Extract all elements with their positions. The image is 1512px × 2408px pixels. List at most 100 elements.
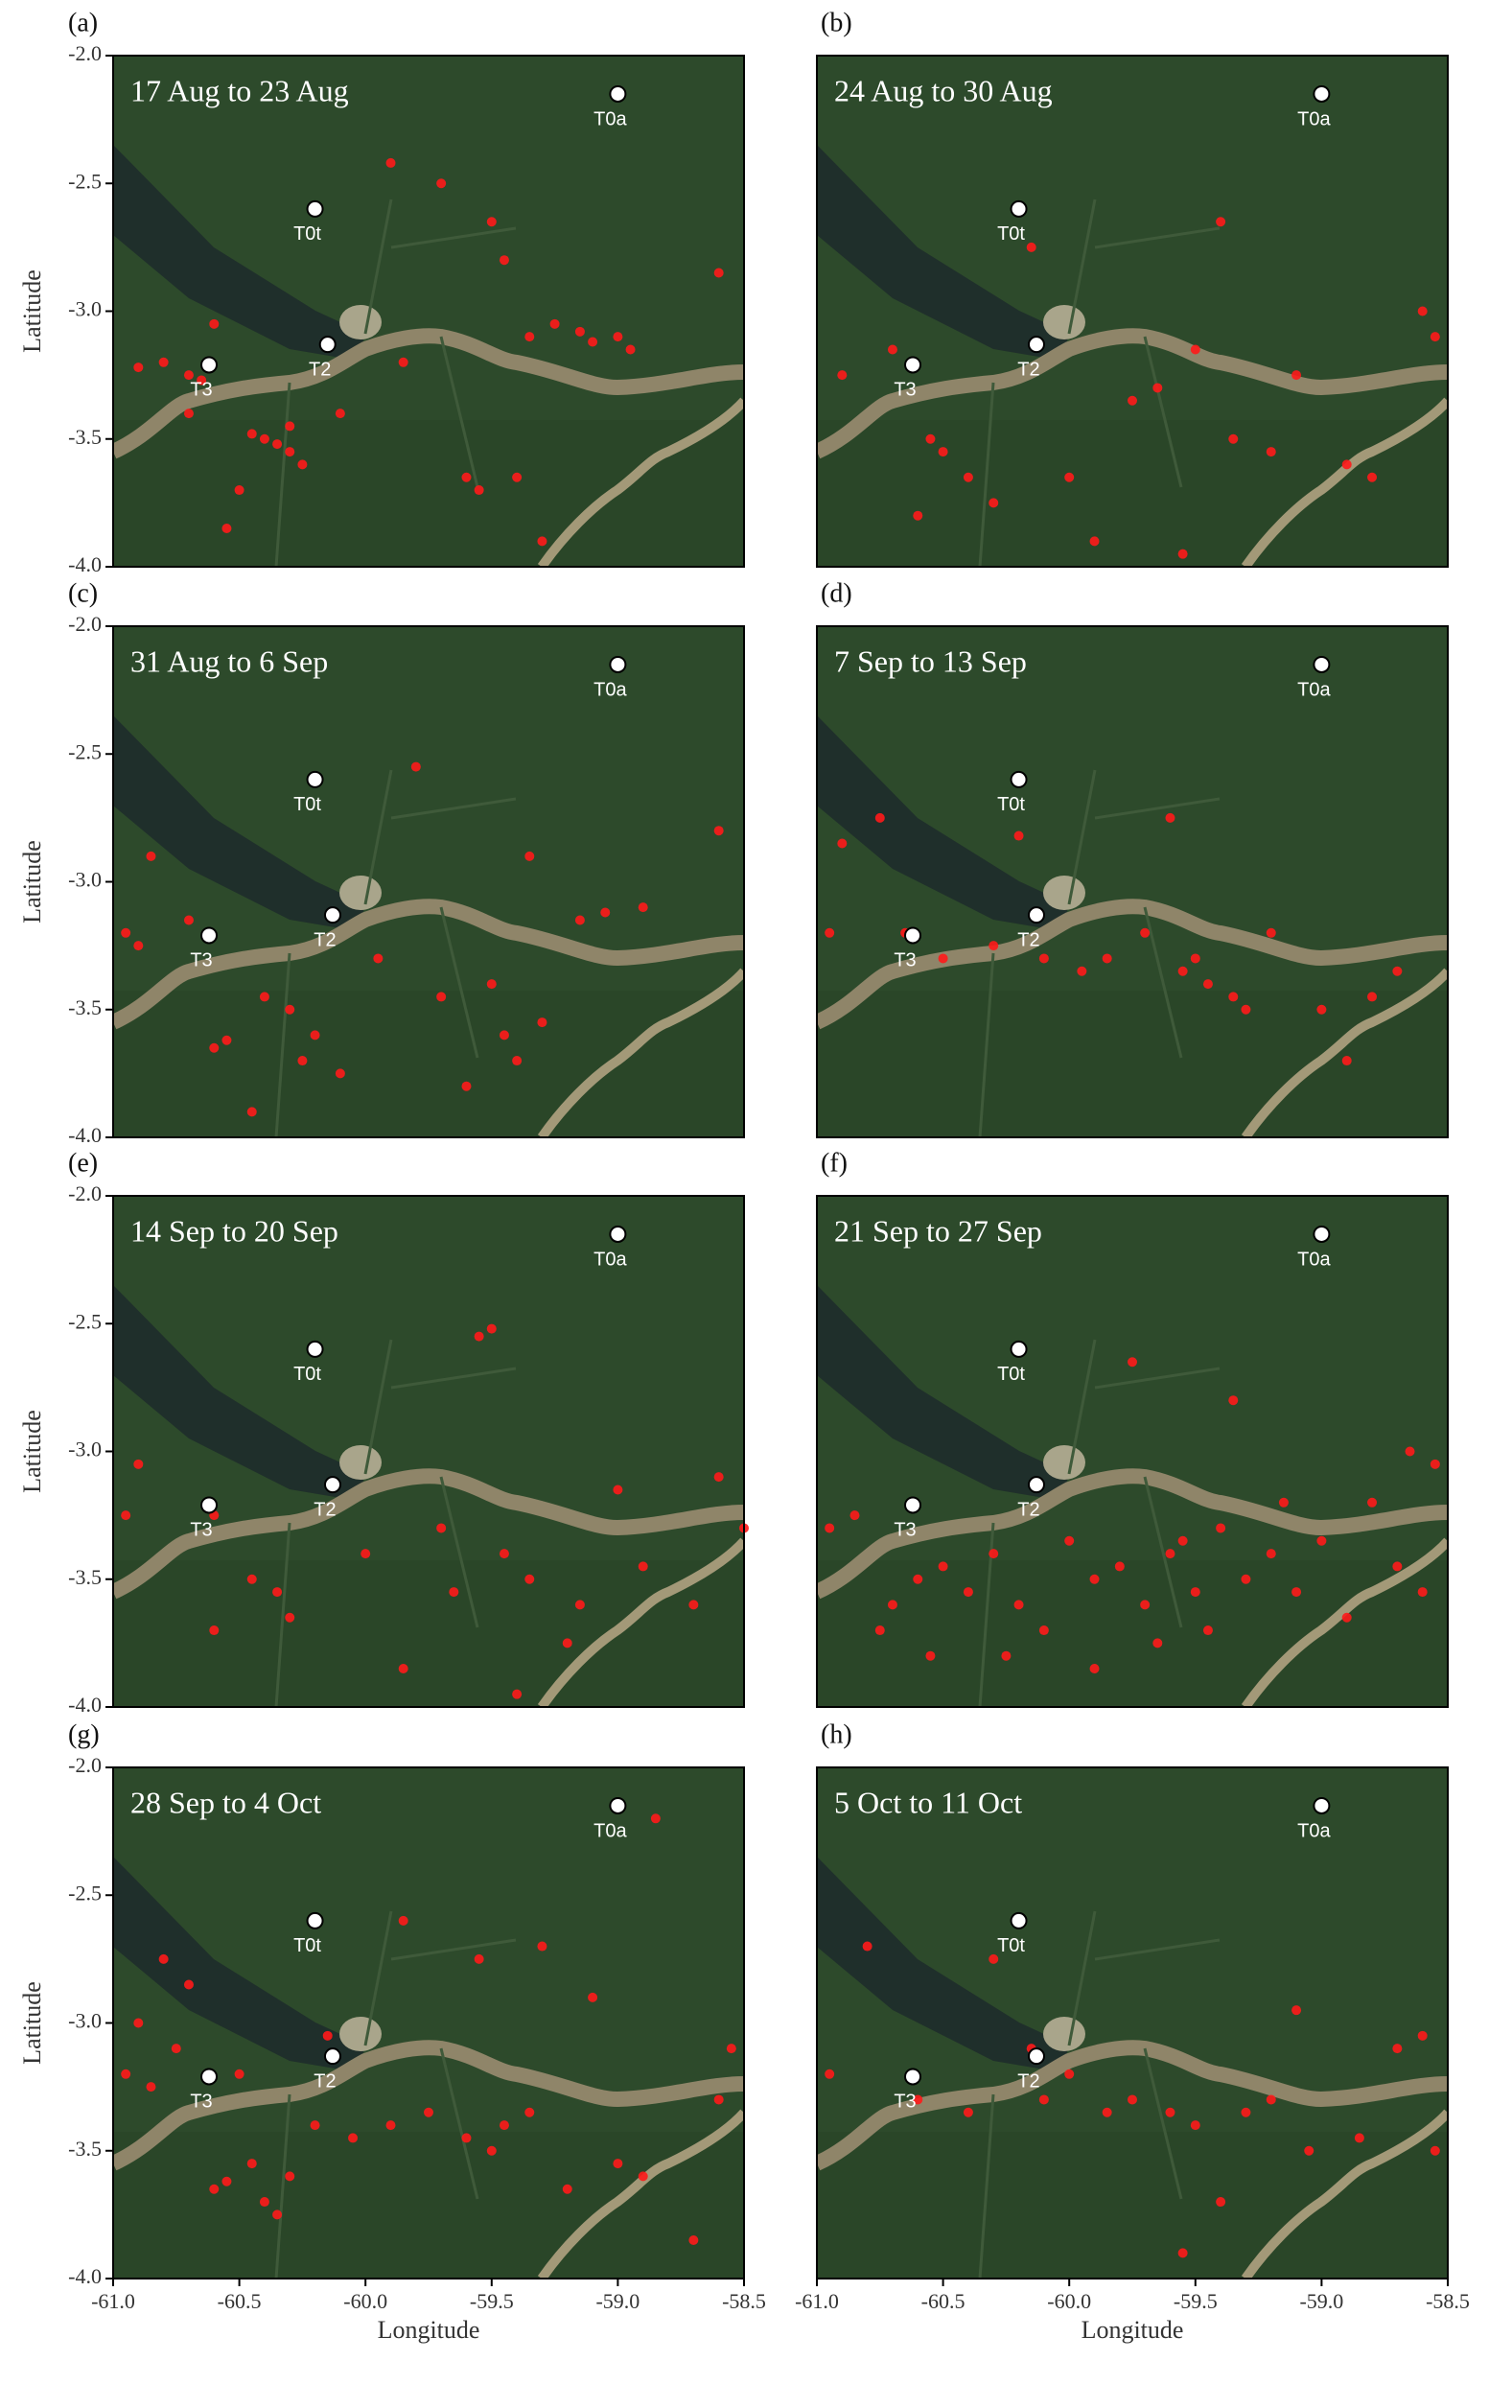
site-label: T0t <box>997 223 1025 245</box>
fire-point <box>1266 2094 1276 2105</box>
panel-label: (f) <box>821 1148 848 1178</box>
fire-point <box>1216 1523 1226 1533</box>
fire-point <box>1354 2133 1364 2143</box>
site-marker <box>609 1796 627 1814</box>
fire-point <box>398 357 408 367</box>
fire-point <box>726 2044 736 2054</box>
site-label: T0a <box>593 679 627 700</box>
y-tick-label: -3.0 <box>68 2009 102 2033</box>
fire-point <box>1038 953 1049 964</box>
x-tick-label: -59.0 <box>1299 2289 1343 2313</box>
site-marker <box>323 1476 341 1494</box>
y-tick-label: -2.5 <box>68 1309 102 1333</box>
fire-point <box>837 838 848 849</box>
fire-point <box>1216 217 1226 227</box>
panel-title: 28 Sep to 4 Oct <box>130 1785 321 1819</box>
fire-point <box>121 1510 131 1521</box>
site-marker <box>1010 199 1028 218</box>
fire-point <box>209 2184 220 2194</box>
site-marker <box>1010 770 1028 788</box>
site-label: T0t <box>293 223 321 245</box>
fire-point <box>1114 1561 1125 1572</box>
map-background <box>113 626 744 1137</box>
fire-point <box>1038 1625 1049 1636</box>
fire-point <box>600 907 611 918</box>
fire-point <box>849 1510 860 1521</box>
panel-label: (b) <box>821 8 852 37</box>
site-marker <box>1313 655 1331 673</box>
y-tick-label: -3.5 <box>68 2137 102 2161</box>
fire-point <box>1392 1561 1403 1572</box>
y-tick-label: -3.5 <box>68 995 102 1019</box>
fire-point <box>209 1042 220 1053</box>
y-tick-label: -3.0 <box>68 297 102 321</box>
fire-point <box>474 485 484 496</box>
fire-point <box>688 2235 699 2246</box>
site-marker <box>904 1496 922 1514</box>
fire-point <box>272 439 283 450</box>
site-marker <box>609 1225 627 1243</box>
site-label: T0t <box>997 1364 1025 1385</box>
fire-point <box>963 2107 973 2117</box>
plot-frame <box>816 1766 1449 2279</box>
fire-point <box>1064 1535 1075 1546</box>
fire-point <box>1140 927 1151 938</box>
fire-point <box>246 2159 257 2169</box>
y-axis-label: Latitude <box>18 269 46 353</box>
fire-point <box>1367 1497 1378 1508</box>
fire-point <box>121 2069 131 2079</box>
y-tick-label: -2.5 <box>68 169 102 193</box>
plot-frame <box>816 625 1449 1138</box>
fire-point <box>613 332 623 342</box>
fire-point <box>209 318 220 329</box>
fire-point <box>825 1523 835 1533</box>
fire-point <box>989 1953 999 1964</box>
fire-point <box>310 1030 320 1040</box>
fire-point <box>887 344 897 355</box>
fire-point <box>1392 2044 1403 2054</box>
fire-point <box>146 2082 156 2092</box>
fire-point <box>385 2120 396 2131</box>
fire-point <box>348 2133 359 2143</box>
fire-point <box>221 2176 232 2186</box>
fire-point <box>234 2069 244 2079</box>
y-tick-label: -3.5 <box>68 425 102 449</box>
fire-point <box>862 1941 872 1952</box>
site-marker <box>609 84 627 103</box>
fire-point <box>512 1056 523 1066</box>
fire-point <box>1089 1664 1100 1674</box>
site-label: T0a <box>593 1820 627 1841</box>
fire-point <box>1405 1446 1415 1457</box>
y-tick-label: -2.0 <box>68 1181 102 1205</box>
fire-point <box>410 761 421 772</box>
fire-point <box>874 1625 885 1636</box>
fire-point <box>537 536 547 547</box>
site-label: T2 <box>1017 1499 1039 1520</box>
fire-point <box>1392 966 1403 976</box>
site-marker <box>318 336 337 354</box>
fire-point <box>259 433 269 444</box>
fire-point <box>499 1549 509 1559</box>
map-background <box>817 1196 1448 1707</box>
fire-point <box>1430 1459 1440 1469</box>
fire-point <box>297 1056 308 1066</box>
fire-point <box>183 409 194 419</box>
y-tick-label: -4.0 <box>68 2264 102 2288</box>
fire-point <box>1216 2197 1226 2208</box>
fire-point <box>1165 1549 1175 1559</box>
fire-point <box>1417 306 1428 316</box>
fire-point <box>1128 1357 1137 1368</box>
fire-point <box>874 812 885 823</box>
fire-point <box>1177 2248 1188 2258</box>
panel-title: 14 Sep to 20 Sep <box>130 1213 338 1248</box>
fire-point <box>1089 536 1100 547</box>
fire-point <box>158 357 169 367</box>
fire-point <box>121 927 131 938</box>
fire-point <box>1367 472 1378 482</box>
fire-point <box>688 1600 699 1610</box>
site-label: T0t <box>293 794 321 815</box>
fire-point <box>146 851 156 861</box>
site-marker <box>323 2047 341 2066</box>
site-label: T0a <box>1297 679 1331 700</box>
fire-point <box>449 1587 459 1598</box>
